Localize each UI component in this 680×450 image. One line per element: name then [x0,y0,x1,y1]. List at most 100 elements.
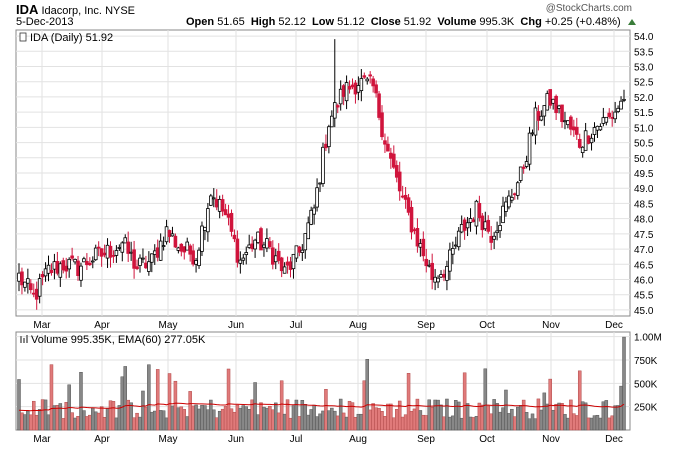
candle-body [374,84,378,94]
volume-ema-line [18,402,625,412]
volume-bar [96,412,101,431]
volume-bar [321,410,325,431]
volume-bar [365,359,369,431]
candle-body [530,132,535,135]
volume-bar [52,405,57,431]
volume-bar [173,380,178,431]
volume-bar [480,404,485,431]
candle-body [353,82,358,95]
candle-body [480,215,485,231]
candle-body [206,208,210,233]
chg-label: Chg [520,16,542,28]
price-tick-label: 50.5 [634,139,654,150]
candle-body [211,197,216,200]
volume-bar [244,406,248,431]
volume-bar [214,417,219,431]
candle-body [241,257,246,261]
volume-bar [397,400,402,431]
volume-bar [150,411,154,431]
volume-bar [501,407,505,431]
candle-body [551,98,555,104]
candle-body [477,203,482,219]
volume-month-label: Sep [417,434,435,445]
candle-body [229,212,234,232]
volume-bar [297,416,302,431]
candle-body [327,126,331,148]
candle-body [362,75,367,78]
volume-bar [170,405,175,431]
volume-tick-label: 250K [634,403,658,414]
volume-bar [158,410,163,431]
candle-body [501,205,505,224]
volume-bar [324,388,328,431]
volume-bar [563,414,567,431]
volume-x-axis: Mar Apr May Jun Jul Aug Sep Oct Nov Dec [33,434,623,445]
volume-bar [368,409,372,431]
volume-bar [203,405,207,431]
volume-bar [194,404,198,431]
candle-body [392,153,396,168]
volume-bar [598,417,603,431]
volume-bar [566,417,570,431]
volume-bar [111,401,116,431]
candle-body [577,138,582,148]
candle-body [507,195,511,208]
candle-body [462,219,467,231]
candle-body [489,235,493,243]
candle-body [436,277,440,283]
volume-bar [274,402,278,431]
candle-body [129,251,133,254]
volume-bar [91,407,95,431]
ticker-symbol: IDA [16,2,39,17]
candle-body [389,152,393,159]
candle-body [93,247,98,261]
candle-body [563,120,567,123]
price-tick-label: 46.0 [634,275,654,286]
candle-body [468,218,473,223]
volume-bar [439,404,443,431]
volume-bar [64,402,68,431]
candle-body [226,213,231,218]
volume-bar [235,404,240,431]
candle-body [406,197,411,213]
price-month-label: Dec [605,320,623,331]
volume-bar [217,410,222,431]
volume-bar [306,414,310,431]
volume-bar [454,400,458,431]
volume-bar [392,417,396,431]
volume-bar [268,405,272,431]
volume-bar [179,406,184,431]
volume-bar [536,398,541,431]
volume-bar [99,406,104,431]
price-legend-text: IDA (Daily) 51.92 [30,32,113,44]
chart-header: IDA Idacorp, Inc. NYSE [16,2,135,17]
price-month-label: Nov [542,320,560,331]
candle-body [471,219,476,222]
candle-body [176,247,181,251]
candle-body [135,266,139,270]
volume-bar [259,402,263,431]
price-tick-label: 46.5 [634,260,654,271]
candle-body [545,93,550,111]
volume-bar [371,403,375,431]
volume-bar [465,403,470,431]
volume-bar [333,410,337,431]
candle-body [412,229,417,231]
candle-body [70,255,74,259]
candle-body [424,258,429,267]
candle-body [88,262,92,266]
price-legend: IDA (Daily) 51.92 [19,32,113,44]
candle-body [409,206,414,233]
volume-bar [114,417,119,431]
candle-body [247,244,251,248]
volume-bar [418,410,423,431]
volume-bar [542,392,547,431]
low-label: Low [312,16,335,28]
candle-body [554,95,558,114]
candle-body [616,107,620,112]
price-tick-label: 53.0 [634,63,654,74]
candle-body [250,243,254,250]
price-month-label: May [159,320,178,331]
volume-bar [577,370,582,431]
candle-body [557,105,561,109]
